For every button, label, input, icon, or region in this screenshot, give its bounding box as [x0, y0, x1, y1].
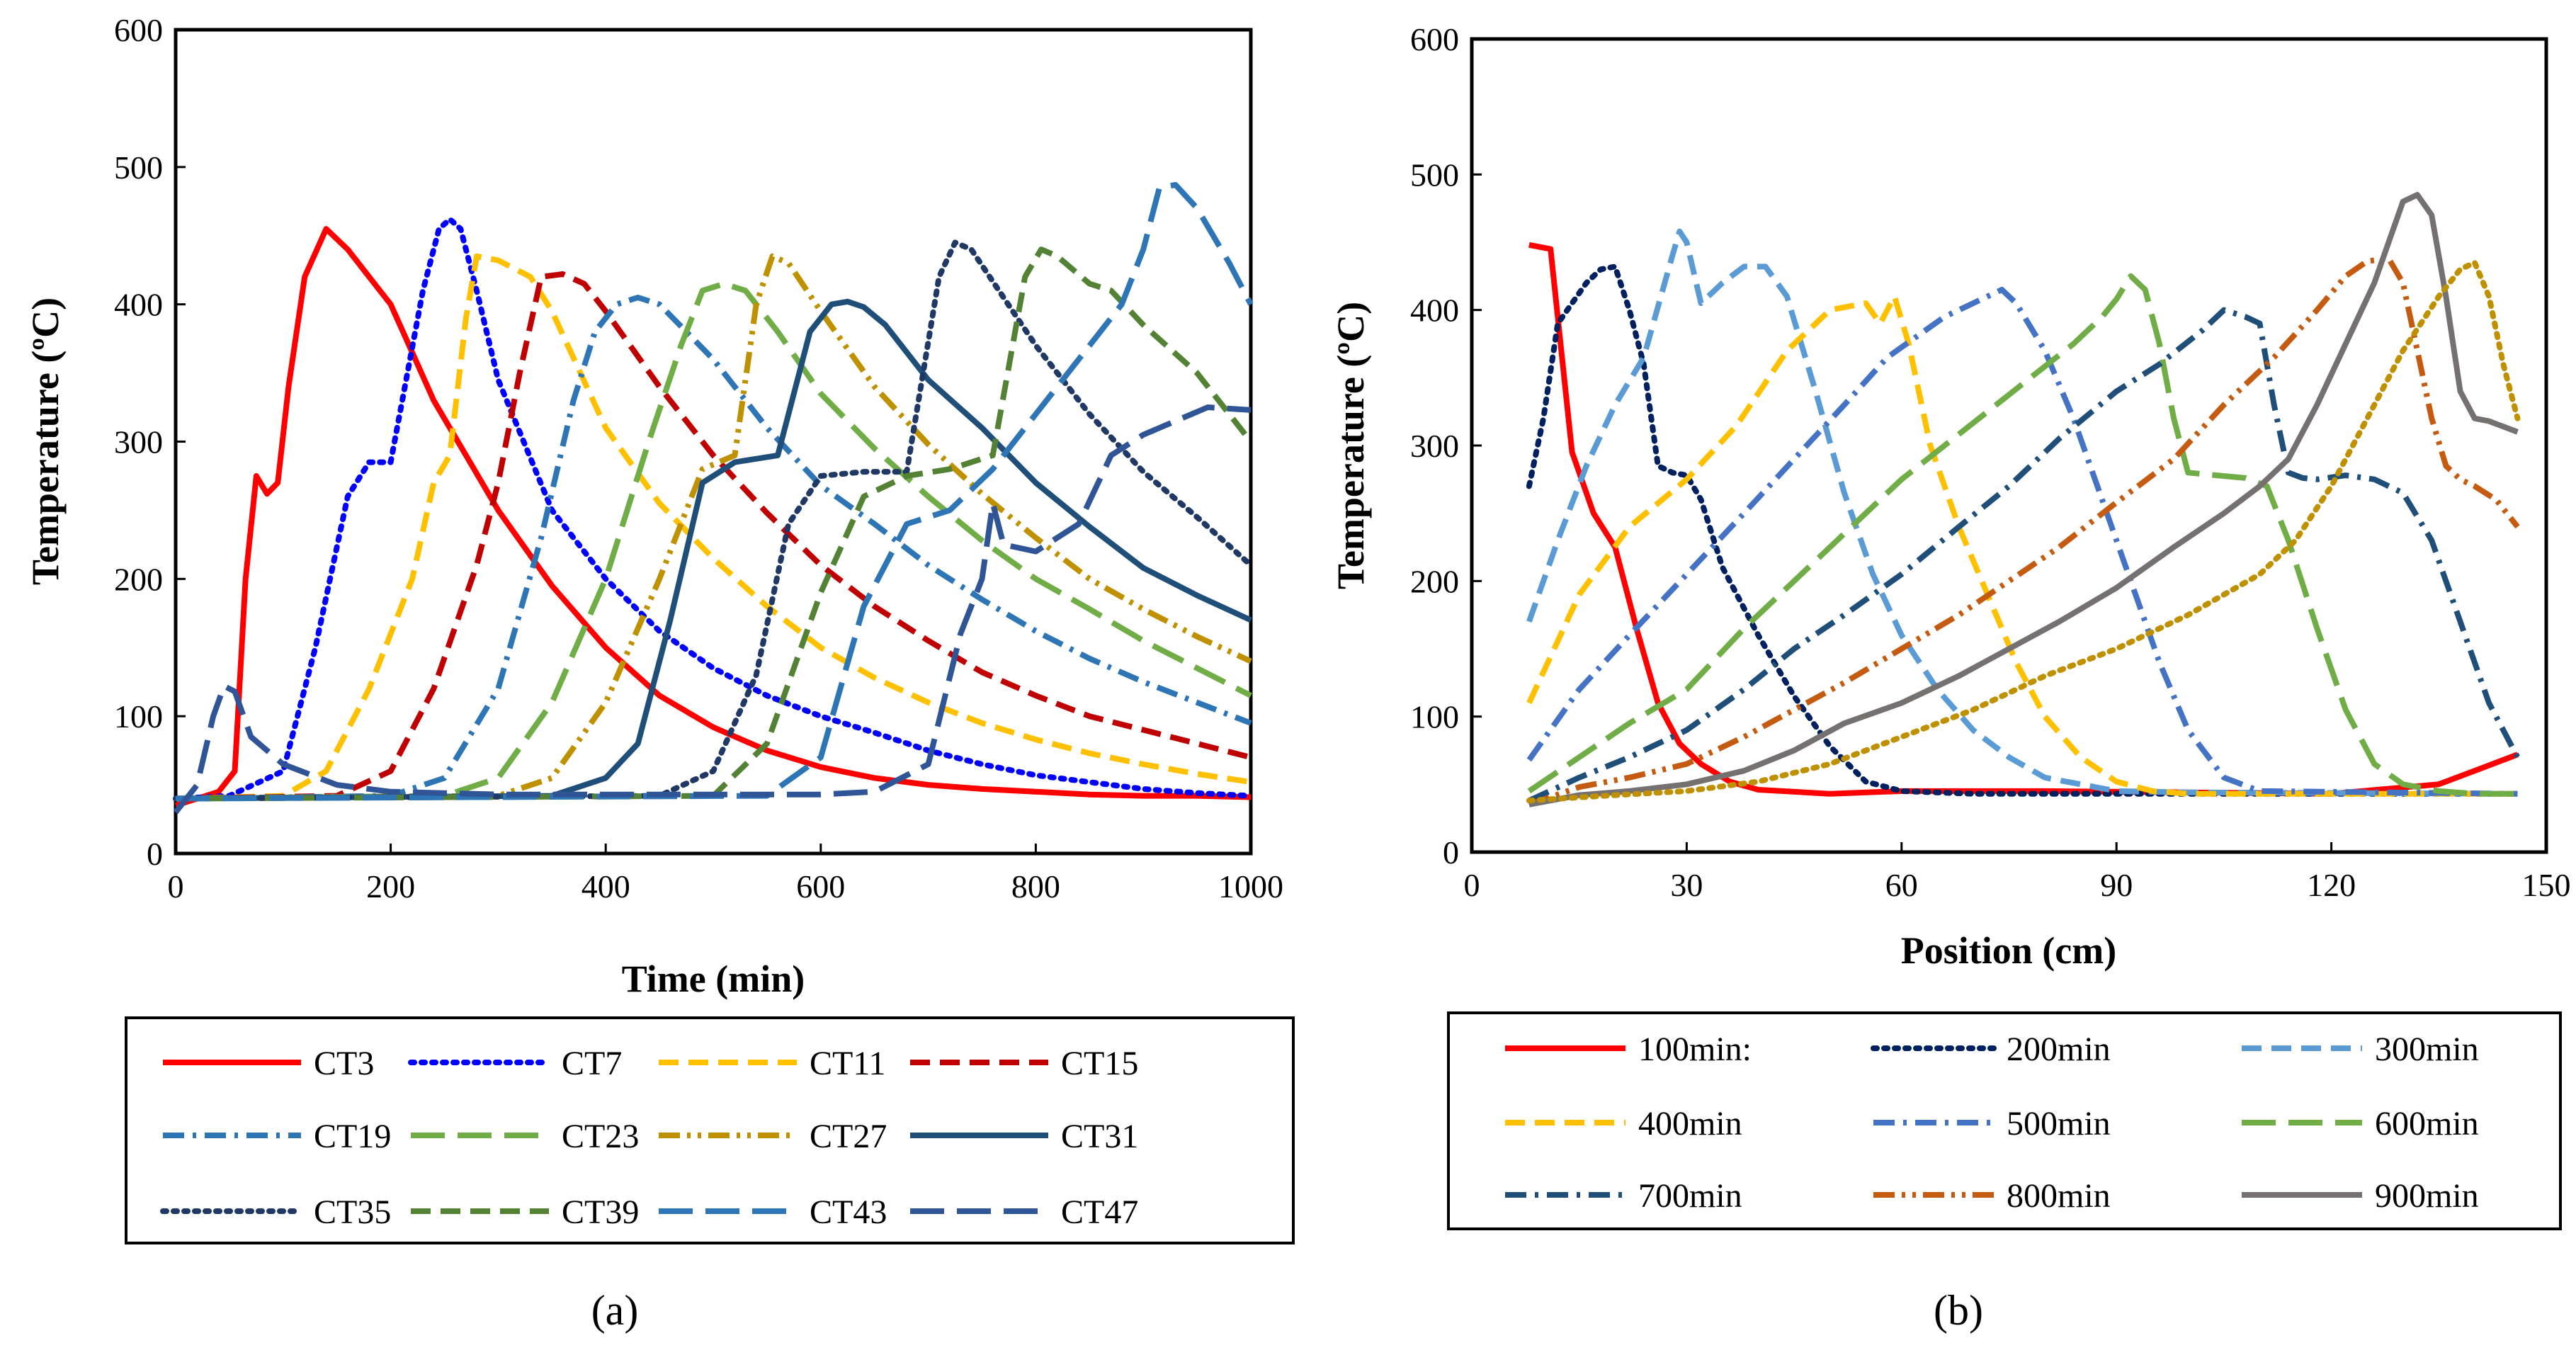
panel-a-series-ct15-line [175, 271, 1252, 802]
panel-a-y-tick-label: 500 [114, 149, 163, 186]
panel-a-x-tick-label: 400 [581, 868, 630, 904]
panel-b-y-tick-label: 400 [1410, 293, 1459, 329]
panel-a-x-tick-label: 1000 [1218, 868, 1283, 904]
panel-a-legend-ct35-label: CT35 [314, 1193, 391, 1231]
panel-b-legend-200min-label: 200min [2007, 1031, 2111, 1068]
panel-a-legend-ct27-label: CT27 [810, 1118, 887, 1155]
panel-b-axis-ticks: 0 30 60 90 120 150 0 100 200 300 400 500 600 [1410, 21, 2571, 903]
panel-b-y-tick-label: 100 [1410, 699, 1459, 735]
panel-a-x-axis-label: Time (min) [622, 958, 805, 1000]
panel-b-series-100min-line [1528, 242, 2519, 797]
panel-b-series-900min-line [1528, 192, 2519, 807]
panel-b-series-300min-line [1526, 228, 2518, 797]
panel-b-series-800min-line [1528, 256, 2520, 807]
panel-a-series-ct7-line [173, 216, 1254, 802]
panel-a-legend-ct39-label: CT39 [562, 1193, 639, 1231]
panel-a-x-tick-label: 0 [168, 868, 184, 904]
panel-b-plot-frame [1470, 37, 2548, 854]
panel-b-series-200min-line [1526, 263, 2521, 797]
panel-b-chart: 0 30 60 90 120 150 0 100 200 300 400 500 600 Positio… [1329, 21, 2571, 1334]
panel-a-legend: CT3 CT7 CT11 CT15 CT19 CT23 CT27 CT31 CT35 CT39 CT… [160, 1045, 1138, 1231]
panel-a-x-tick-label: 800 [1011, 868, 1060, 904]
panel-b-legend-box [1447, 1011, 2562, 1230]
panel-a-y-tick-label: 100 [114, 698, 163, 734]
panel-b-series-700min-line [1528, 307, 2521, 803]
panel-b-y-tick-label: 200 [1410, 563, 1459, 599]
panel-b-series-400min-line [1526, 293, 2518, 797]
panel-a-y-tick-label: 300 [114, 424, 163, 460]
panel-b-series-600min-line [1527, 273, 2518, 797]
panel-b-x-tick-label: 0 [1464, 867, 1480, 903]
panel-a-legend-ct3-label: CT3 [314, 1045, 374, 1082]
panel-b-series-lines [1526, 192, 2521, 807]
panel-a-y-axis-label: Temperature (ºC) [24, 297, 67, 585]
panel-b-x-tick-label: 30 [1670, 867, 1703, 903]
panel-b-x-tick-label: 90 [2100, 867, 2133, 903]
panel-b-legend-400min-label: 400min [1638, 1105, 1742, 1142]
panel-b-x-tick-label: 60 [1885, 867, 1918, 903]
panel-a-y-tick-label: 0 [147, 836, 163, 872]
panel-a-series-ct19-line [175, 295, 1252, 802]
panel-b-y-tick-label: 600 [1410, 21, 1459, 57]
panel-a-series-ct39-line [175, 246, 1254, 802]
panel-a-legend-ct23-label: CT23 [562, 1118, 639, 1155]
panel-b-x-tick-label: 120 [2307, 867, 2356, 903]
panel-a-chart: 0 200 400 600 800 1000 0 100 200 300 400 500 600 Tim… [24, 12, 1295, 1334]
panel-b-y-tick-label: 0 [1443, 834, 1459, 870]
panel-b-y-axis-label: Temperature (ºC) [1329, 302, 1372, 589]
panel-a-legend-ct43-label: CT43 [810, 1193, 887, 1231]
panel-a-series-ct23-line [175, 280, 1252, 802]
panel-a-series-ct3-line [174, 226, 1252, 809]
panel-a-series-ct35-line [173, 239, 1254, 802]
panel-a-series-ct31-line [175, 298, 1252, 802]
panel-a-y-tick-label: 400 [114, 287, 163, 323]
panel-a-legend-ct15-label: CT15 [1061, 1045, 1138, 1082]
panel-a-legend-ct7-label: CT7 [562, 1045, 622, 1082]
panel-b-series-series-line [1526, 259, 2521, 804]
panel-b-label: (b) [1934, 1287, 1983, 1334]
panel-b-legend: 100min: 200min 300min 400min 500min 600min 700… [1505, 1031, 2479, 1215]
panel-b-x-axis-label: Position (cm) [1901, 929, 2116, 972]
panel-b-y-tick-label: 300 [1410, 428, 1459, 464]
panel-a-y-tick-label: 200 [114, 561, 163, 597]
panel-b-legend-600min-label: 600min [2375, 1105, 2479, 1142]
panel-a-axis-ticks: 0 200 400 600 800 1000 0 100 200 300 400 500 600 [114, 12, 1283, 904]
panel-b-y-tick-label: 500 [1410, 157, 1459, 193]
panel-a-series-ct11-line [175, 253, 1252, 802]
panel-b-legend-100min-label: 100min: [1638, 1031, 1752, 1068]
panel-b-legend-900min-label: 900min [2375, 1177, 2479, 1215]
panel-b-legend-500min-label: 500min [2007, 1105, 2111, 1142]
panel-a-series-ct43-line [175, 182, 1254, 802]
panel-b-legend-700min-label: 700min [1638, 1177, 1742, 1215]
panel-a-series-ct47-line [173, 404, 1252, 815]
panel-a-legend-ct31-label: CT31 [1061, 1118, 1138, 1155]
panel-b-x-tick-label: 150 [2522, 867, 2571, 903]
panel-a-y-tick-label: 600 [114, 12, 163, 48]
panel-a-label: (a) [591, 1287, 639, 1334]
panel-a-legend-box [125, 1016, 1295, 1244]
panel-b-legend-800min-label: 800min [2007, 1177, 2111, 1215]
panel-a-series-lines [173, 182, 1254, 815]
panel-a-legend-ct11-label: CT11 [810, 1045, 886, 1082]
panel-a-x-tick-label: 200 [366, 868, 415, 904]
panel-a-x-tick-label: 600 [796, 868, 845, 904]
panel-b-legend-300min-label: 300min [2375, 1031, 2479, 1068]
panel-a-series-ct27-line [175, 253, 1252, 802]
panel-a-legend-ct19-label: CT19 [314, 1118, 391, 1155]
panel-a-legend-ct47-label: CT47 [1061, 1193, 1138, 1231]
panel-b-series-500min-line [1526, 287, 2518, 797]
